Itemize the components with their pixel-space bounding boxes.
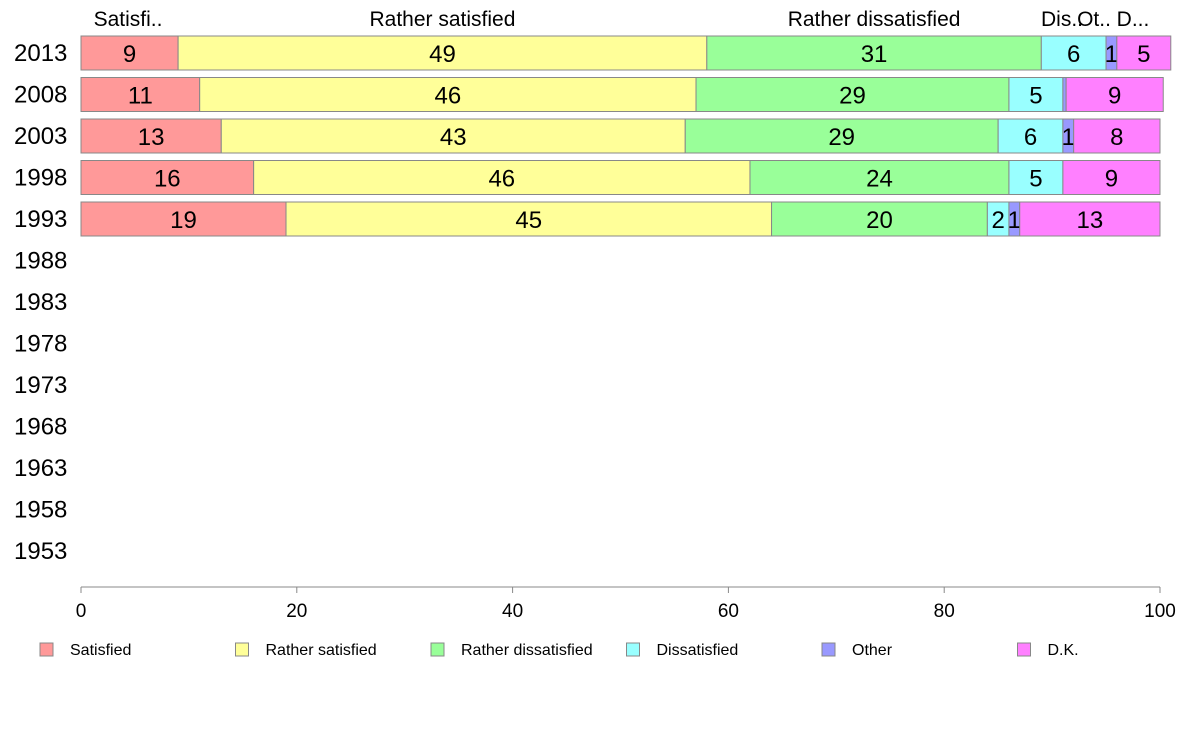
bar-label-1998-5: 9 <box>1105 166 1118 193</box>
bar-segment-2003-5 <box>1073 118 1161 154</box>
legend-label-2: Rather dissatisfied <box>461 642 593 659</box>
legend-swatch-4 <box>821 642 836 657</box>
bar-segment-2008-2 <box>695 77 1010 112</box>
legend: Satisfied Rather satisfied Rather dissatis… <box>39 642 1079 659</box>
bar-segment-2003-0 <box>80 118 222 154</box>
bar-label-2013-2: 31 <box>861 41 888 68</box>
year-label-1993: 1993 <box>14 206 67 233</box>
legend-swatch-1 <box>235 642 249 657</box>
series-top-label-3: Dis.. <box>1041 8 1083 31</box>
year-label-1988: 1988 <box>14 248 67 275</box>
bars-group: 9 49 31 6 1 511 46 29 5 913 43 29 6 1 816 46 24 5 919 45 20 2… <box>80 35 1172 237</box>
bar-segment-1998-2 <box>749 160 1010 195</box>
year-label-1978: 1978 <box>14 331 67 358</box>
bar-label-2008-1: 46 <box>435 83 462 110</box>
bar-segment-1993-2 <box>771 201 988 237</box>
legend-swatch-3 <box>626 642 640 657</box>
bar-segment-1993-5 <box>1019 201 1161 237</box>
bar-label-2003-4: 1 <box>1062 124 1075 151</box>
year-label-2008: 2008 <box>14 82 67 109</box>
bar-label-2013-4: 1 <box>1105 41 1118 68</box>
bar-segment-1998-0 <box>80 160 255 195</box>
bar-label-1998-0: 16 <box>154 166 181 193</box>
year-label-1983: 1983 <box>14 289 67 316</box>
legend-label-3: Dissatisfied <box>657 642 739 659</box>
series-top-label-1: Rather satisfied <box>370 8 516 31</box>
series-top-label-2: Rather dissatisfied <box>788 8 961 31</box>
year-label-1998: 1998 <box>14 165 67 192</box>
x-tick-label-3: 60 <box>718 601 739 622</box>
bar-label-2013-1: 49 <box>429 41 456 68</box>
series-top-label-0: Satisfi.. <box>94 8 163 31</box>
bar-label-1993-5: 13 <box>1077 207 1104 234</box>
year-label-1958: 1958 <box>14 497 67 524</box>
bar-segment-2008-0 <box>80 77 201 112</box>
bar-segment-2008-1 <box>199 77 697 112</box>
bar-label-1998-2: 24 <box>866 166 893 193</box>
bar-label-2013-5: 5 <box>1137 41 1150 68</box>
bar-segment-2008-3 <box>1008 77 1064 112</box>
legend-swatch-5 <box>1017 642 1031 657</box>
x-tick-label-4: 80 <box>934 601 955 622</box>
bar-label-1993-3: 2 <box>991 207 1004 234</box>
bar-label-1993-0: 19 <box>170 207 197 234</box>
bar-segment-2003-2 <box>684 118 999 154</box>
x-axis: 0 20 40 60 80 100 <box>76 586 1176 622</box>
bar-label-2003-2: 29 <box>828 124 855 151</box>
bar-segment-1998-3 <box>1008 160 1064 195</box>
bar-segment-2013-1 <box>177 35 708 71</box>
bar-segment-1998-5 <box>1062 160 1161 195</box>
bar-label-1998-3: 5 <box>1029 166 1042 193</box>
bar-segment-2013-5 <box>1116 35 1172 71</box>
x-tick-label-2: 40 <box>502 601 523 622</box>
x-tick-label-0: 0 <box>76 601 87 622</box>
series-top-label-5: D... <box>1117 8 1150 31</box>
bar-label-2013-3: 6 <box>1067 41 1080 68</box>
x-tick-label-5: 100 <box>1144 601 1176 622</box>
bar-label-1993-4: 1 <box>1008 207 1021 234</box>
legend-swatch-2 <box>430 642 445 657</box>
legend-swatch-0 <box>39 642 54 657</box>
year-label-1968: 1968 <box>14 414 67 441</box>
legend-label-4: Other <box>852 642 893 659</box>
bar-label-1998-1: 46 <box>488 166 515 193</box>
legend-label-1: Rather satisfied <box>266 642 377 659</box>
bar-segment-1993-1 <box>285 201 773 237</box>
bar-label-2013-0: 9 <box>123 41 136 68</box>
bar-label-1993-2: 20 <box>866 207 893 234</box>
legend-label-5: D.K. <box>1048 642 1079 659</box>
bar-label-2008-2: 29 <box>839 83 866 110</box>
bar-label-1993-1: 45 <box>515 207 542 234</box>
year-label-2003: 2003 <box>14 123 67 150</box>
year-label-1953: 1953 <box>14 538 67 565</box>
bar-label-2008-0: 11 <box>128 83 153 110</box>
year-label-1963: 1963 <box>14 455 67 482</box>
year-label-1973: 1973 <box>14 372 67 399</box>
bar-label-2008-3: 5 <box>1029 83 1042 110</box>
bar-segment-2008-5 <box>1065 77 1164 112</box>
bar-label-2003-5: 8 <box>1110 124 1123 151</box>
bar-segment-1993-0 <box>80 201 287 237</box>
bar-label-2003-1: 43 <box>440 124 467 151</box>
bar-label-2003-3: 6 <box>1024 124 1037 151</box>
series-top-label-4: Ot.. <box>1077 8 1111 31</box>
year-label-2013: 2013 <box>14 40 67 67</box>
x-tick-label-1: 20 <box>286 601 307 622</box>
bar-segment-1998-1 <box>253 160 751 195</box>
series-top-labels: Satisfi.. Rather satisfied Rather dissatis… <box>94 8 1150 31</box>
bar-label-2008-5: 9 <box>1108 83 1121 110</box>
legend-label-0: Satisfied <box>70 642 131 659</box>
bar-label-2003-0: 13 <box>138 124 165 151</box>
year-labels: 2013 2008 2003 1998 1993 1988 1983 1978 1973 1968… <box>14 40 67 565</box>
